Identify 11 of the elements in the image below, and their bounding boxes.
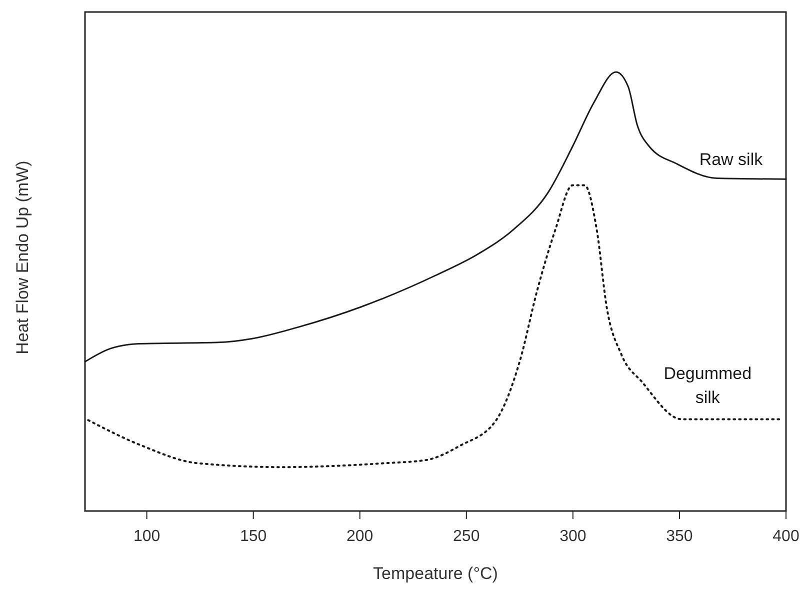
x-tick-label: 300 — [560, 528, 586, 545]
x-axis-title: Tempeature (°C) — [373, 564, 498, 583]
series-label: Raw silk — [699, 150, 764, 170]
x-tick-label: 200 — [346, 528, 374, 545]
x-tick-label: 350 — [666, 528, 693, 545]
series-label: Degummed silk — [664, 364, 752, 408]
x-tick-label: 100 — [133, 528, 160, 545]
x-tick-label: 400 — [772, 528, 800, 545]
x-tick-label: 150 — [240, 528, 267, 545]
x-tick-label: 250 — [453, 528, 480, 545]
y-axis-title: Heat Flow Endo Up (mW) — [13, 160, 32, 354]
